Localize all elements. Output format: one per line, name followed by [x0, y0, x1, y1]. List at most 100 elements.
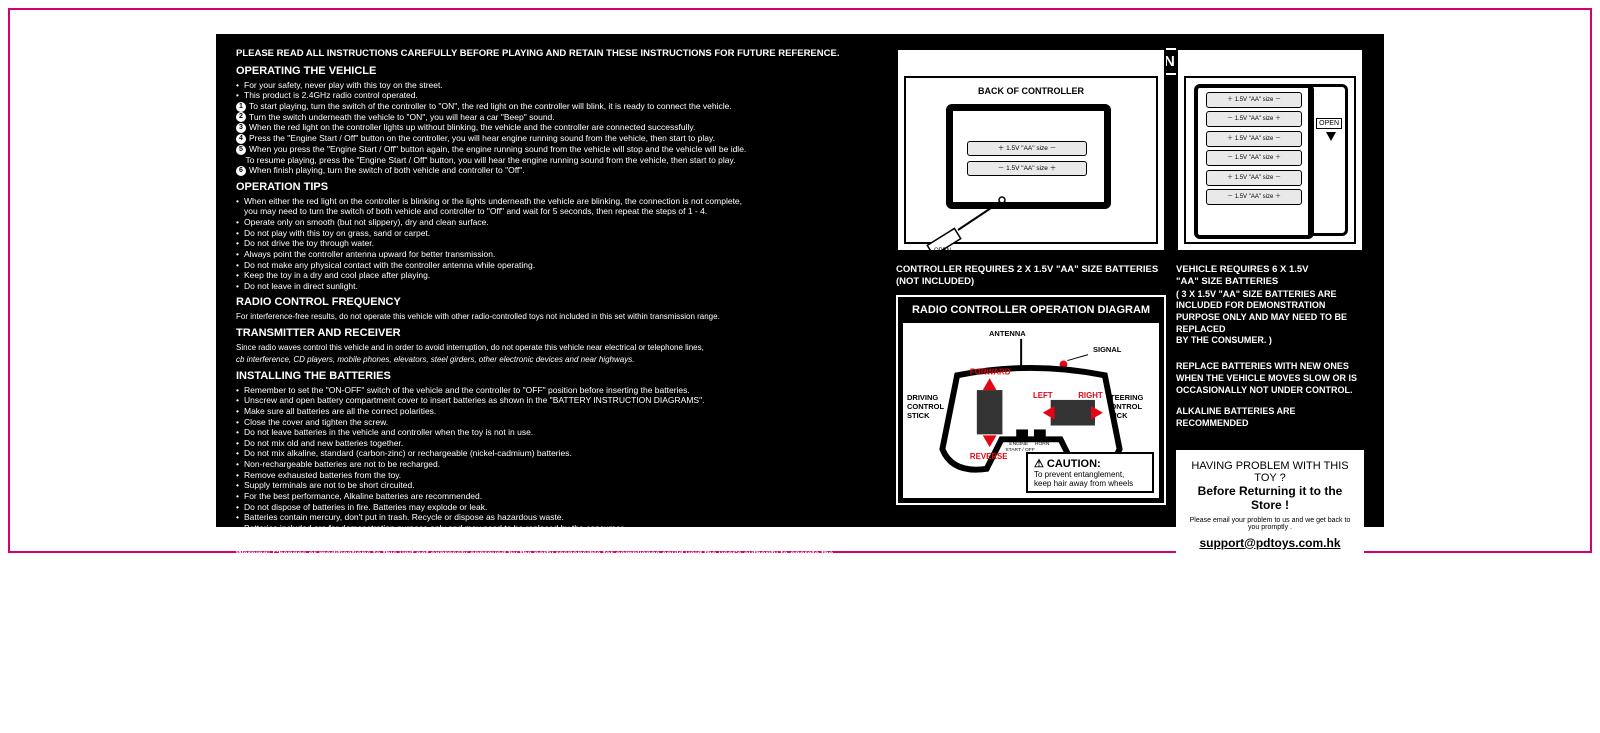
- vbat-6: － 1.5V "AA" size ＋: [1206, 189, 1302, 205]
- note-d4: Consult the dealer or an experienced rad…: [236, 667, 878, 677]
- svg-text:LEFT: LEFT: [1033, 391, 1053, 400]
- rf-right-b: The device has been evaluated to meet ge…: [628, 693, 878, 723]
- controller-caption-col: CONTROLLER REQUIRES 2 X 1.5V "AA" SIZE B…: [896, 258, 1166, 560]
- ins1: Remember to set the "ON-OFF" switch of t…: [236, 385, 878, 396]
- vbat-4: － 1.5V "AA" size ＋: [1206, 150, 1302, 166]
- controller-battery-2: － 1.5V "AA" size ＋: [967, 161, 1087, 176]
- diagrams-column: BATTERY INSTRUCTION DIAGRAMS BACK OF CON…: [896, 48, 1364, 513]
- tips-list: When either the red light on the control…: [236, 196, 878, 292]
- operating-title: OPERATING THE VEHICLE: [236, 65, 878, 79]
- controller-panel-inner: BACK OF CONTROLLER ＋ 1.5V "AA" size － － …: [904, 76, 1158, 244]
- intro-text: PLEASE READ ALL INSTRUCTIONS CAREFULLY B…: [236, 48, 878, 60]
- warning-text: Warning: Changes or modifications to thi…: [236, 549, 878, 569]
- rf-left: This device complies with Part 15 of the…: [236, 683, 618, 733]
- rf-left1: This device complies with Part 15 of the…: [236, 683, 618, 703]
- txrx-l2: cb interference, CD players, mobile phon…: [236, 355, 878, 365]
- note-l4: However, there is no guarantee that inte…: [236, 605, 878, 626]
- note-d1: Reorient or relocate the receiving anten…: [236, 636, 878, 646]
- manual-panel: PLEASE READ ALL INSTRUCTIONS CAREFULLY B…: [216, 34, 1384, 527]
- rf-right: RF warning statement: The device has bee…: [618, 683, 878, 733]
- ins11: For the best performance, Alkaline batte…: [236, 491, 878, 502]
- op-n5b-text: To resume playing, press the "Engine Sta…: [245, 155, 735, 165]
- support-email: support@pdtoys.com.hk: [1188, 536, 1352, 550]
- txrx-title: TRANSMITTER AND RECEIVER: [236, 327, 878, 341]
- note-l1: NOTE: This equipment has been tested and…: [236, 573, 878, 583]
- caution-l1: To prevent entanglement,: [1034, 470, 1146, 479]
- instructions-column: PLEASE READ ALL INSTRUCTIONS CAREFULLY B…: [236, 48, 896, 513]
- tip1a: When either the red light on the control…: [244, 196, 742, 206]
- op-n4: 4Press the "Engine Start / Off" button o…: [236, 133, 878, 144]
- ins6: Do not mix old and new batteries togethe…: [236, 438, 878, 449]
- back-of-controller-label: BACK OF CONTROLLER: [906, 86, 1156, 96]
- caution-box: ⚠ CAUTION: To prevent entanglement, keep…: [1026, 452, 1154, 493]
- op-n5: 5When you press the "Engine Start / Off"…: [236, 144, 878, 165]
- captions-row: CONTROLLER REQUIRES 2 X 1.5V "AA" SIZE B…: [896, 258, 1364, 560]
- replace-text: REPLACE BATTERIES WITH NEW ONES WHEN THE…: [1176, 361, 1364, 396]
- ins7: Do not mix alkaline, standard (carbon-zi…: [236, 448, 878, 459]
- note-d3: Connect the equipment into an outlet on …: [236, 657, 878, 667]
- install-list: Remember to set the "ON-OFF" switch of t…: [236, 385, 878, 534]
- ins8: Non-rechargeable batteries are not to be…: [236, 459, 878, 470]
- support-panel: HAVING PROBLEM WITH THIS TOY ? Before Re…: [1176, 450, 1364, 560]
- note-d2: Increase the separation between the equi…: [236, 646, 878, 656]
- conforms-text: CONFORMS TO TOY SAFETY STANDARDS ASTM F9…: [236, 536, 878, 546]
- op-n6-text: When finish playing, turn the switch of …: [249, 165, 525, 175]
- rf-left2: (1) this device may not cause harmful in…: [236, 703, 618, 713]
- support-l1: HAVING PROBLEM WITH THIS TOY ?: [1188, 460, 1352, 484]
- vbt1: 1.5V "AA" size: [1235, 97, 1274, 103]
- vbt5: 1.5V "AA" size: [1235, 175, 1274, 181]
- ins4: Close the cover and tighten the screw.: [236, 417, 878, 428]
- support-l2: Before Returning it to the Store !: [1188, 484, 1352, 512]
- vbat-2: － 1.5V "AA" size ＋: [1206, 111, 1302, 127]
- radio-operation-body: ANTENNA SIGNAL DRIVING CONTROL STICK STE…: [903, 323, 1159, 498]
- controller-battery-1: ＋ 1.5V "AA" size －: [967, 141, 1087, 156]
- op-n5a-text: When you press the "Engine Start / Off" …: [249, 144, 746, 154]
- note-l3: uses and can radiate radio frequency ene…: [236, 594, 878, 604]
- vehicle-caption-1: VEHICLE REQUIRES 6 X 1.5V: [1176, 264, 1364, 276]
- tip3: Do not play with this toy on grass, sand…: [236, 228, 878, 239]
- op-n4-text: Press the "Engine Start / Off" button on…: [249, 133, 715, 143]
- note-l5: which can be determined by turning the e…: [236, 625, 878, 635]
- note-l2: These limits are designed to provide rea…: [236, 584, 878, 594]
- ins5: Do not leave batteries in the vehicle an…: [236, 427, 878, 438]
- vehicle-caption-2: "AA" SIZE BATTERIES: [1176, 276, 1364, 288]
- ins14: Batteries included are for demonstration…: [236, 523, 878, 534]
- freq-body: For interference-free results, do not op…: [236, 312, 878, 322]
- svg-text:RIGHT: RIGHT: [1078, 391, 1103, 400]
- op-n1-text: To start playing, turn the switch of the…: [249, 101, 732, 111]
- vbt3: 1.5V "AA" size: [1235, 136, 1274, 142]
- rf-right-t: RF warning statement:: [628, 683, 878, 693]
- tip8: Do not leave in direct sunlight.: [236, 281, 878, 292]
- vbat-5: ＋ 1.5V "AA" size －: [1206, 170, 1302, 186]
- op-n1: 1To start playing, turn the switch of th…: [236, 101, 878, 112]
- alkaline-text: ALKALINE BATTERIES ARE RECOMMENDED: [1176, 406, 1364, 429]
- tip1: When either the red light on the control…: [236, 196, 878, 217]
- controller-caption: CONTROLLER REQUIRES 2 X 1.5V "AA" SIZE B…: [896, 264, 1166, 289]
- note-block: NOTE: This equipment has been tested and…: [236, 573, 878, 677]
- tips-title: OPERATION TIPS: [236, 181, 878, 195]
- ins2: Unscrew and open battery compartment cov…: [236, 395, 878, 406]
- screwdriver-icon: OPEN: [926, 194, 1016, 252]
- install-title: INSTALLING THE BATTERIES: [236, 370, 878, 384]
- caution-title: ⚠ CAUTION:: [1034, 457, 1146, 470]
- vehicle-caption-col: VEHICLE REQUIRES 6 X 1.5V "AA" SIZE BATT…: [1176, 258, 1364, 560]
- radio-operation-header: RADIO CONTROLLER OPERATION DIAGRAM: [903, 302, 1159, 318]
- op-n3-text: When the red light on the controller lig…: [249, 122, 695, 132]
- vehicle-outline: [1308, 84, 1348, 236]
- op-n2: 2Turn the switch underneath the vehicle …: [236, 112, 878, 123]
- tip2: Operate only on smooth (but not slippery…: [236, 217, 878, 228]
- vbat-1: ＋ 1.5V "AA" size －: [1206, 92, 1302, 108]
- open-label-1: OPEN: [934, 248, 951, 252]
- tip4: Do not drive the toy through water.: [236, 238, 878, 249]
- tip6: Do not make any physical contact with th…: [236, 260, 878, 271]
- support-l3: Please email your problem to us and we g…: [1188, 517, 1352, 531]
- controller-panel: BACK OF CONTROLLER ＋ 1.5V "AA" size － － …: [896, 48, 1166, 252]
- op-n6: 6When finish playing, turn the switch of…: [236, 165, 878, 176]
- battery-diagrams-row: BATTERY INSTRUCTION DIAGRAMS BACK OF CON…: [896, 48, 1364, 252]
- ins12: Do not dispose of batteries in fire. Bat…: [236, 502, 878, 513]
- tip7: Keep the toy in a dry and cool place aft…: [236, 270, 878, 281]
- bat-text-2: 1.5V "AA" size: [1006, 165, 1048, 172]
- operating-list: For your safety, never play with this to…: [236, 80, 878, 176]
- ins10: Supply terminals are not to be short cir…: [236, 480, 878, 491]
- ins9: Remove exhausted batteries from the toy.: [236, 470, 878, 481]
